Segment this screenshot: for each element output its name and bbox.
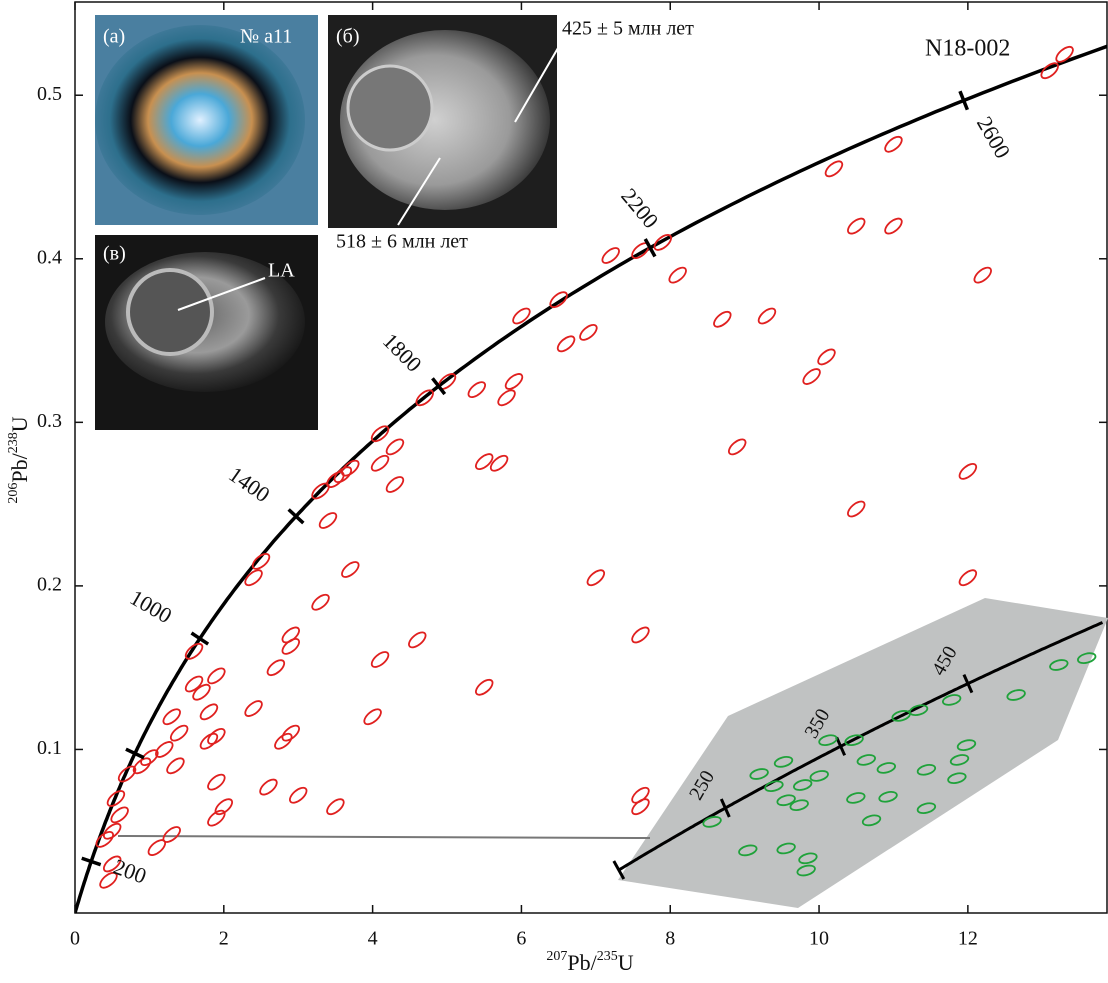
axis-label: 207Pb/235U (546, 949, 633, 975)
analysis-ellipse (630, 625, 652, 646)
age-annotation: 425 ± 5 млн лет (562, 18, 694, 40)
analysis-ellipse (191, 682, 213, 703)
analysis-ellipse (287, 785, 309, 806)
analysis-ellipse (883, 134, 905, 155)
age-label: 1800 (378, 328, 427, 377)
x-tick-label: 8 (665, 928, 675, 950)
analysis-ellipse (161, 706, 183, 727)
analysis-ellipse (972, 265, 994, 286)
y-tick-label: 0.1 (37, 737, 62, 759)
label-text: Pb/ (7, 452, 32, 482)
analysis-ellipse (667, 265, 689, 286)
analysis-ellipse (406, 630, 428, 651)
age-tick (191, 633, 208, 644)
label-superscript: 235 (597, 949, 618, 964)
y-tick-label: 0.3 (37, 410, 62, 432)
photo-b: (б) (328, 15, 558, 228)
y-tick-label: 0.4 (37, 246, 62, 268)
x-tick-label: 12 (958, 928, 978, 950)
label-superscript: 206 (6, 483, 21, 504)
inset-connector (118, 836, 650, 838)
inset-end-tick (614, 861, 624, 879)
age-label: 1400 (224, 461, 274, 507)
analysis-ellipse (756, 306, 778, 327)
analysis-ellipse (339, 559, 361, 580)
photo-a: (а) № а11 (95, 15, 318, 225)
analysis-ellipse (258, 777, 280, 798)
photo-tag: (а) (103, 26, 125, 48)
photo-tag: (в) (103, 243, 126, 265)
analysis-ellipse (578, 322, 600, 343)
analysis-ellipse (816, 347, 838, 368)
analysis-ellipse (883, 216, 905, 237)
analysis-ellipse (711, 309, 733, 330)
analysis-ellipse (243, 567, 265, 588)
analysis-ellipse (600, 245, 622, 266)
analysis-ellipse (384, 474, 406, 495)
sample-label: N18-002 (925, 36, 1010, 62)
label-superscript: 207 (546, 949, 567, 964)
chart: (а) № а11 (б) 425 ± 5 млн лет 518 ± 6 мл… (0, 0, 1108, 978)
inset-panel (618, 598, 1108, 908)
analysis-ellipse (243, 698, 265, 719)
grain-id: № а11 (240, 26, 292, 48)
x-tick-label: 0 (70, 928, 80, 950)
spot-label: LA (268, 260, 295, 282)
analysis-ellipse (845, 216, 867, 237)
x-tick-label: 10 (809, 928, 829, 950)
age-label: 1000 (126, 585, 177, 629)
analysis-ellipse (317, 510, 339, 531)
label-text: Pb/ (567, 950, 597, 975)
analysis-ellipse (503, 371, 525, 392)
analysis-ellipse (165, 756, 187, 777)
analysis-ellipse (325, 796, 347, 817)
analysis-ellipse (726, 437, 748, 458)
age-label: 2200 (616, 183, 663, 233)
analysis-ellipse (168, 723, 190, 744)
analysis-ellipse (496, 388, 518, 409)
label-superscript: 238 (6, 432, 21, 453)
analysis-ellipse (146, 837, 168, 858)
analysis-ellipse (369, 649, 391, 670)
age-label: 2600 (972, 112, 1016, 163)
analysis-ellipse (384, 437, 406, 458)
x-tick-label: 4 (368, 928, 378, 950)
analysis-ellipse (801, 366, 823, 387)
analysis-ellipse (548, 289, 570, 310)
age-annotation: 518 ± 6 млн лет (336, 231, 468, 253)
photo-c: (в) LA (95, 235, 318, 430)
analysis-ellipse (205, 772, 227, 793)
analysis-ellipse (369, 453, 391, 474)
y-tick-label: 0.5 (37, 83, 62, 105)
analysis-ellipse (1039, 60, 1061, 81)
analysis-ellipse (845, 499, 867, 520)
analysis-ellipse (265, 657, 287, 678)
y-tick-label: 0.2 (37, 573, 62, 595)
analysis-ellipse (466, 379, 488, 400)
label-text: U (7, 416, 32, 432)
analysis-ellipse (823, 159, 845, 180)
age-label: 200 (110, 854, 150, 889)
analysis-ellipse (957, 461, 979, 482)
analysis-ellipse (362, 706, 384, 727)
label-text: U (618, 950, 634, 975)
analysis-ellipse (310, 592, 332, 613)
analysis-ellipse (183, 674, 205, 695)
analysis-ellipse (153, 739, 175, 760)
analysis-ellipse (183, 641, 205, 662)
analysis-ellipse (205, 666, 227, 687)
x-tick-label: 2 (219, 928, 229, 950)
axis-label: 206Pb/238U (6, 416, 32, 503)
analysis-ellipse (585, 567, 607, 588)
analysis-ellipse (198, 702, 220, 723)
analysis-ellipse (555, 334, 577, 355)
analysis-ellipse (473, 677, 495, 698)
x-tick-label: 6 (516, 928, 526, 950)
photo-tag: (б) (336, 26, 360, 48)
analysis-ellipse (957, 567, 979, 588)
